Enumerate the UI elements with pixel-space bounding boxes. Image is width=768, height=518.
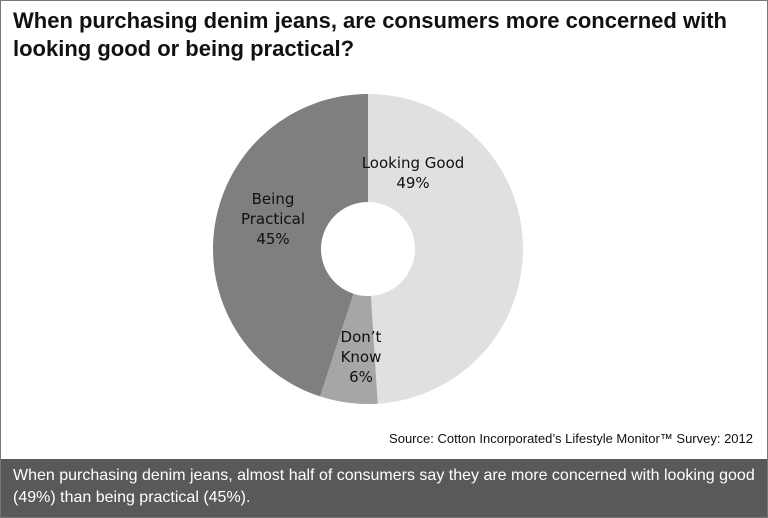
chart-title: When purchasing denim jeans, are consume…: [13, 8, 727, 61]
donut-slice: [368, 94, 524, 404]
caption: When purchasing denim jeans, almost half…: [1, 459, 767, 517]
category-label: Being Practical: [240, 190, 306, 228]
value-label: 49%: [396, 174, 430, 192]
slice-label: Don’t Know 6%: [336, 327, 386, 387]
donut-slice: [320, 293, 378, 404]
slice-label: Looking Good 49%: [348, 153, 478, 193]
value-label: 45%: [256, 230, 290, 248]
slice-label: Being Practical 45%: [228, 189, 318, 249]
donut-slice: [213, 93, 368, 397]
category-label: Don’t Know: [340, 328, 382, 366]
value-label: 6%: [349, 368, 373, 386]
category-label: Looking Good: [361, 154, 465, 172]
source-note: Source: Cotton Incorporated’s Lifestyle …: [389, 431, 753, 446]
chart: [213, 93, 524, 404]
